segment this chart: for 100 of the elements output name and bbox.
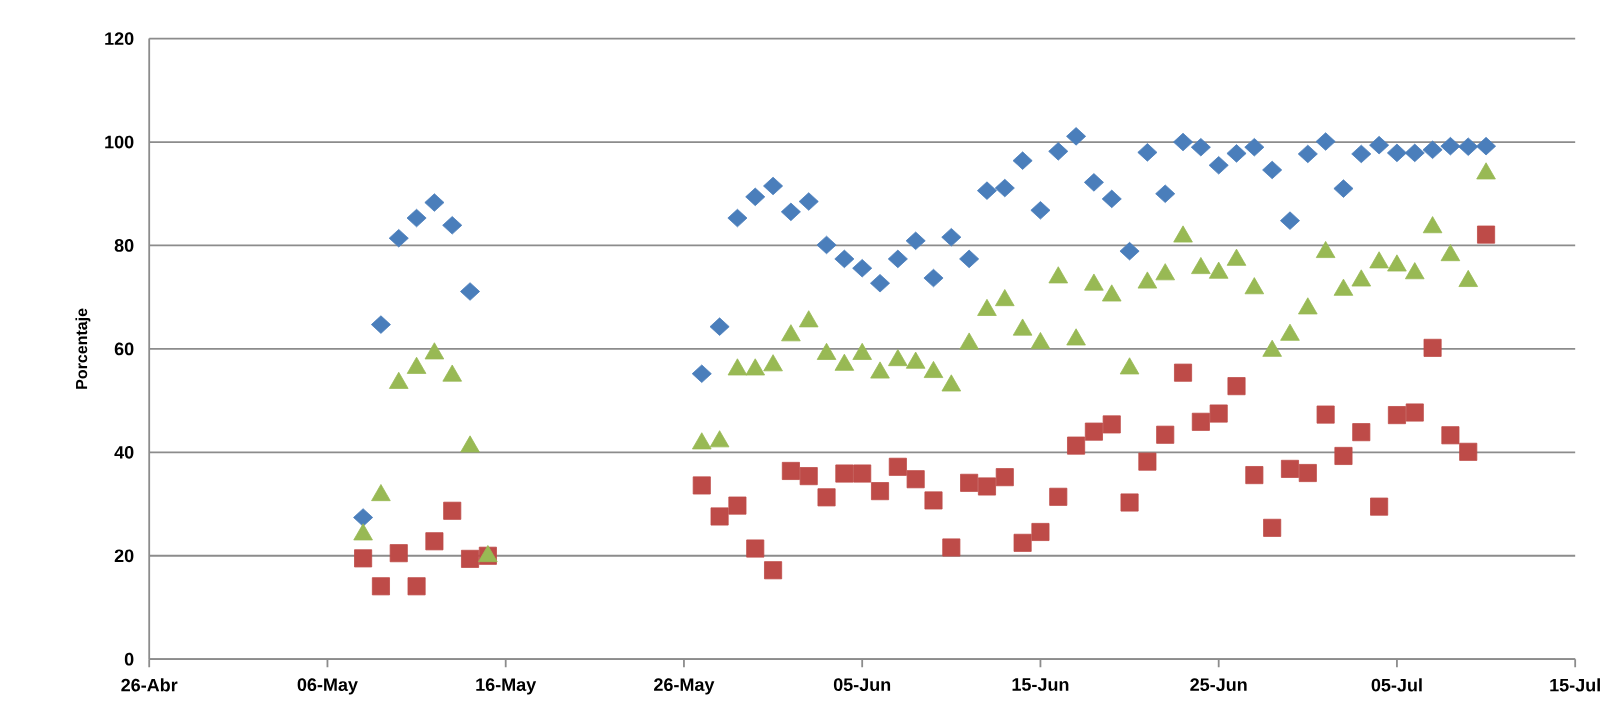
point <box>1333 179 1354 198</box>
y-tick-label: 0 <box>124 652 134 666</box>
point <box>924 491 943 510</box>
point <box>942 538 961 557</box>
point <box>1066 127 1087 146</box>
point <box>799 467 818 486</box>
point <box>460 282 481 301</box>
point <box>691 364 712 383</box>
point <box>976 181 997 200</box>
point <box>995 468 1014 487</box>
point <box>960 473 979 492</box>
x-tick-label: 15-Jul <box>1550 678 1600 692</box>
x-tick-label: 15-Jun <box>1012 678 1069 691</box>
y-tick-label: 20 <box>114 549 134 563</box>
point <box>1173 132 1194 152</box>
point <box>1297 144 1318 164</box>
point <box>1155 184 1176 203</box>
point <box>977 477 996 496</box>
point <box>1156 425 1175 444</box>
point <box>1263 518 1282 537</box>
point <box>728 496 747 515</box>
point <box>780 202 801 222</box>
point <box>853 464 872 483</box>
point <box>906 470 925 489</box>
point <box>941 227 962 247</box>
point <box>1351 144 1372 164</box>
point <box>1226 144 1247 163</box>
point <box>1386 143 1407 163</box>
point <box>442 216 463 235</box>
point <box>1119 241 1140 261</box>
point <box>1101 189 1122 209</box>
point <box>425 532 444 551</box>
point <box>1067 436 1086 455</box>
point <box>905 231 926 251</box>
point <box>798 192 819 211</box>
point <box>781 461 800 480</box>
point <box>443 501 462 520</box>
point <box>745 187 766 207</box>
point <box>1316 405 1335 424</box>
x-tick-label: 16-May <box>476 678 537 695</box>
point <box>692 476 711 495</box>
point <box>746 539 765 558</box>
point <box>1084 422 1103 441</box>
point <box>1405 403 1424 422</box>
point <box>1190 138 1211 157</box>
point <box>852 259 873 278</box>
point <box>1120 493 1139 512</box>
point <box>1245 466 1264 485</box>
point <box>888 457 907 476</box>
point <box>1280 211 1300 230</box>
point <box>1458 137 1479 156</box>
point <box>1334 446 1353 465</box>
point <box>388 229 409 248</box>
point <box>870 274 890 293</box>
point <box>710 507 729 526</box>
point <box>1227 377 1246 396</box>
x-tick-label: 26-Abr <box>121 678 178 692</box>
point <box>1174 363 1193 382</box>
point <box>834 249 855 269</box>
point <box>371 577 390 596</box>
point <box>959 249 980 269</box>
point <box>1262 160 1283 180</box>
point <box>763 176 784 196</box>
point <box>1280 459 1299 478</box>
y-tick-label: 100 <box>105 135 134 149</box>
point <box>1013 533 1032 552</box>
point <box>1477 225 1496 244</box>
point <box>994 178 1015 198</box>
x-tick-label: 06-May <box>297 678 358 695</box>
point <box>709 317 730 336</box>
point <box>871 482 890 501</box>
point <box>1298 464 1317 483</box>
point <box>1387 406 1406 425</box>
point <box>1102 415 1121 434</box>
point <box>1048 142 1069 161</box>
x-tick-label: 25-Jun <box>1190 678 1247 692</box>
point <box>1030 201 1051 220</box>
point <box>370 315 391 334</box>
point <box>1404 143 1425 163</box>
x-tick-label: 26-May <box>654 678 715 695</box>
point <box>887 249 908 269</box>
point <box>389 544 408 563</box>
point <box>354 549 373 568</box>
y-tick-label: 80 <box>114 239 134 252</box>
point <box>461 549 480 568</box>
point <box>424 193 445 212</box>
point <box>1191 412 1210 431</box>
y-axis-title: Porcentaje <box>75 308 91 389</box>
point <box>1422 140 1443 159</box>
point <box>407 577 426 596</box>
y-tick-label: 40 <box>114 445 134 459</box>
point <box>1244 138 1265 157</box>
point <box>1476 136 1497 156</box>
point <box>1459 442 1478 461</box>
point <box>406 208 427 228</box>
point <box>1138 452 1157 471</box>
point <box>1369 135 1390 155</box>
point <box>1208 156 1229 175</box>
point <box>1209 404 1228 423</box>
point <box>1441 426 1460 445</box>
